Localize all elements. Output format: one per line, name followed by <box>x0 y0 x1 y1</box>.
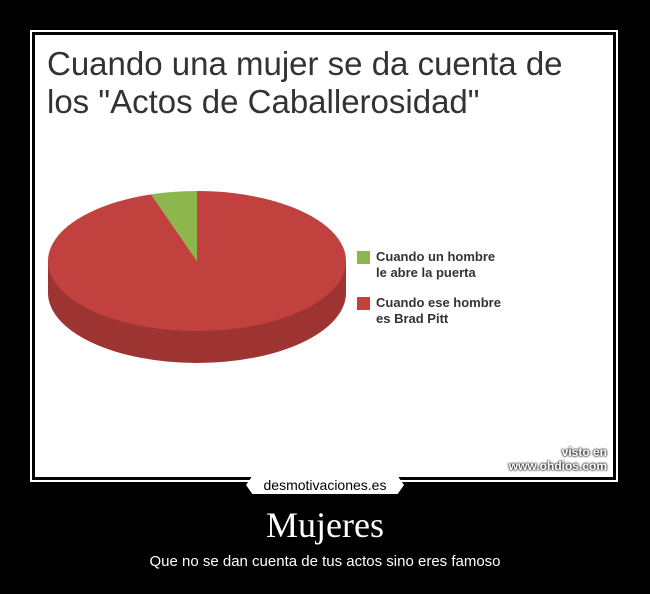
pie-slice <box>48 191 347 331</box>
watermark-line1: visto en <box>561 445 607 459</box>
poster-frame: Cuando una mujer se da cuenta de los "Ac… <box>30 30 618 482</box>
chart-image: Cuando una mujer se da cuenta de los "Ac… <box>35 35 613 477</box>
legend-swatch <box>357 297 370 310</box>
legend-swatch <box>357 251 370 264</box>
brand-logo: desmotivaciones.es <box>246 476 404 494</box>
legend-item: Cuando ese hombre es Brad Pitt <box>357 295 516 327</box>
watermark: visto en www.ohdios.com <box>509 445 607 473</box>
poster-headline: Mujeres <box>266 505 384 545</box>
pie-slice <box>150 191 197 261</box>
pie-chart <box>48 191 347 363</box>
legend-label: Cuando un hombre le abre la puerta <box>376 249 496 280</box>
poster-caption: Que no se dan cuenta de tus actos sino e… <box>149 553 501 570</box>
chart-title: Cuando una mujer se da cuenta de los "Ac… <box>47 45 563 120</box>
legend-label: Cuando ese hombre es Brad Pitt <box>376 295 501 326</box>
legend: Cuando un hombre le abre la puerta Cuand… <box>357 249 516 341</box>
watermark-line2: www.ohdios.com <box>508 459 607 473</box>
legend-item: Cuando un hombre le abre la puerta <box>357 249 516 281</box>
